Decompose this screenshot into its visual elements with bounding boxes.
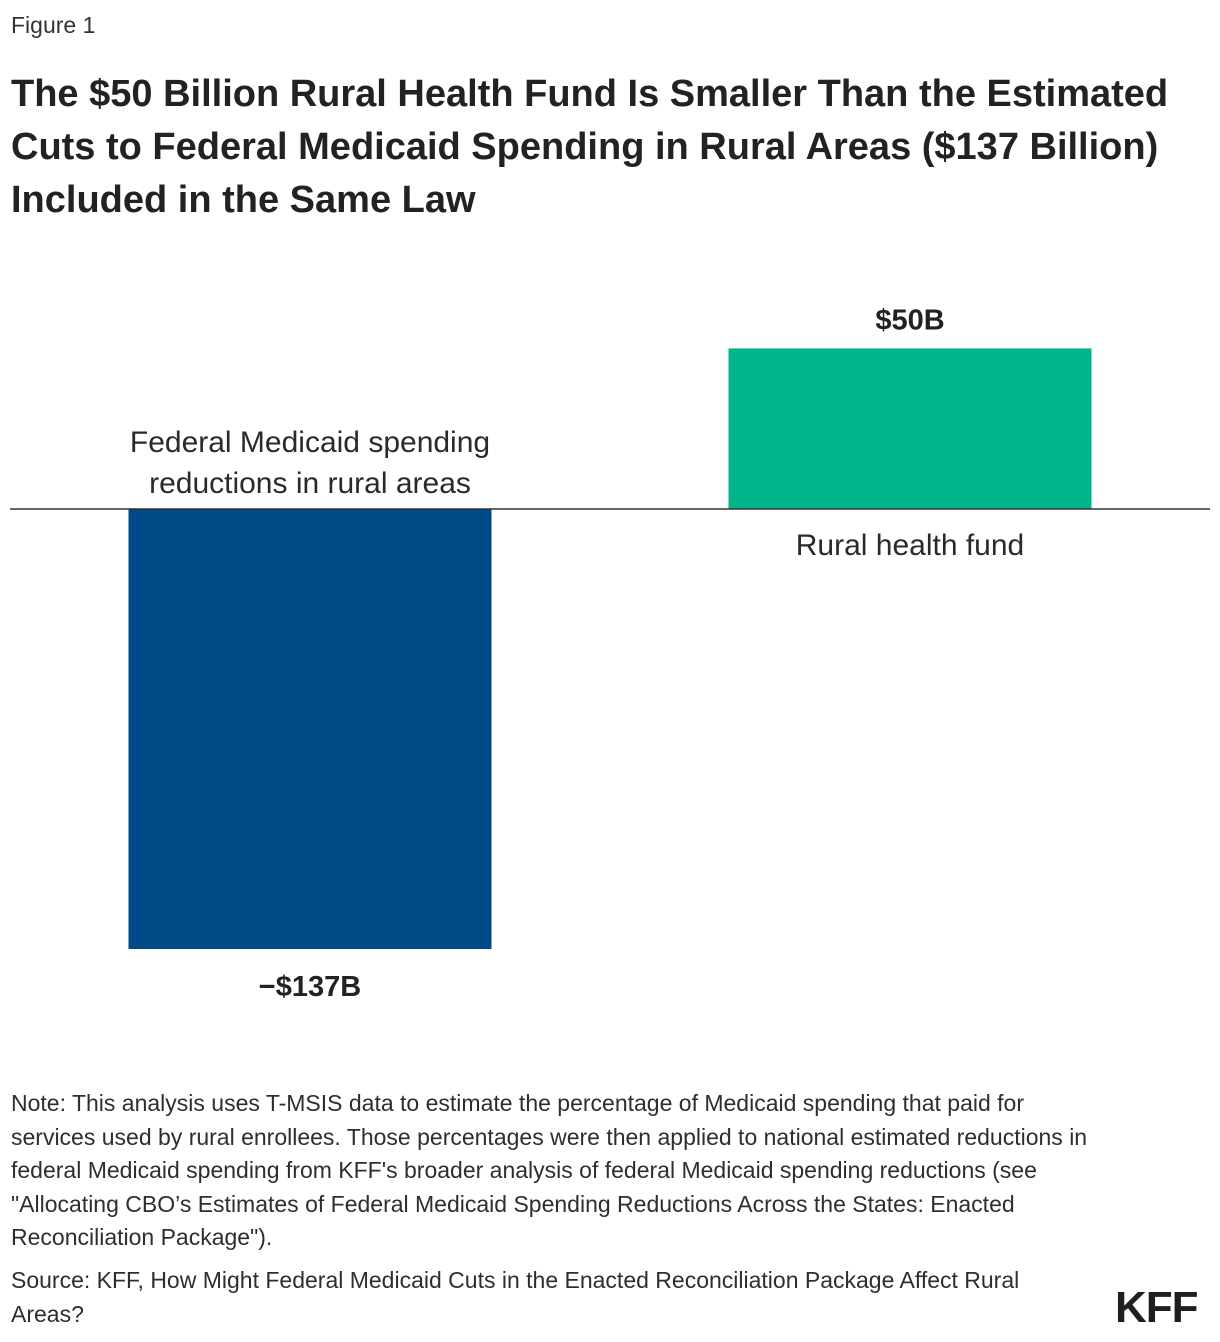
- chart-note: Note: This analysis uses T-MSIS data to …: [11, 1090, 1088, 1250]
- bar-1: [728, 348, 1092, 509]
- figure-label: Figure 1: [11, 12, 96, 38]
- category-label-0-1: reductions in rural areas: [149, 467, 471, 500]
- chart-title: The $50 Billion Rural Health Fund Is Sma…: [11, 73, 1169, 221]
- kff-logo: KFF: [1115, 1283, 1199, 1332]
- bar-0: [128, 509, 492, 949]
- category-label-1-0: Rural health fund: [796, 529, 1025, 562]
- value-label-0: −$137B: [259, 971, 361, 1003]
- bar-chart: −$137B Federal Medicaid spending reduction…: [0, 250, 1220, 1070]
- chart-svg: −$137B Federal Medicaid spending reduction…: [10, 304, 1210, 1003]
- chart-source: Source: KFF, How Might Federal Medicaid …: [11, 1267, 1020, 1327]
- value-label-1: $50B: [875, 304, 944, 336]
- category-label-0-0: Federal Medicaid spending: [130, 426, 490, 459]
